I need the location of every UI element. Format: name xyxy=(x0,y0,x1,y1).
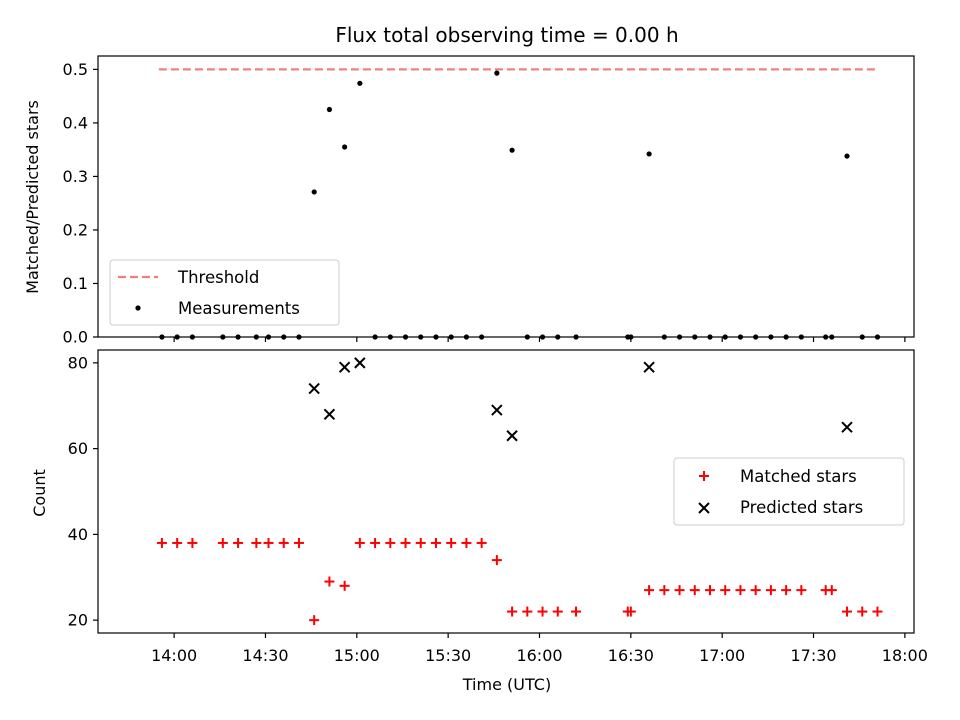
matched-star-point xyxy=(156,537,167,548)
chart-title: Flux total observing time = 0.00 h xyxy=(335,23,678,47)
matched-star-point xyxy=(354,537,365,548)
x-tick-label: 16:00 xyxy=(516,646,562,665)
matched-star-point xyxy=(187,537,198,548)
bottom-legend-box xyxy=(673,457,905,526)
top-plot-frame xyxy=(97,55,915,338)
matched-star-point xyxy=(674,585,685,596)
legend-threshold-label: Threshold xyxy=(177,268,259,287)
top-y-tick-label: 0.5 xyxy=(63,60,88,79)
predicted-star-point xyxy=(643,361,655,373)
predicted-star-point xyxy=(491,404,503,416)
matched-star-point xyxy=(552,606,563,617)
predicted-star-point xyxy=(323,408,336,421)
bottom-y-tick-label: 80 xyxy=(68,353,88,372)
legend-predicted-label: Predicted stars xyxy=(740,498,863,517)
measurement-point xyxy=(342,144,348,150)
matched-star-point xyxy=(720,585,731,596)
top-y-tick-label: 0.2 xyxy=(63,220,88,239)
matched-star-point xyxy=(644,585,655,596)
x-tick-label: 15:30 xyxy=(425,646,471,665)
top-panel: 0.0 0.1 0.2 0.3 0.4 0.5 Threshold Measurements xyxy=(63,55,915,347)
bottom-y-axis-label: Count xyxy=(30,469,49,517)
predicted-star-point xyxy=(338,361,351,373)
matched-star-point xyxy=(172,537,183,548)
matched-star-point xyxy=(324,576,335,587)
matched-star-point xyxy=(507,606,518,617)
top-y-tick-label: 0.3 xyxy=(63,167,88,186)
legend-matched-swatch xyxy=(699,471,709,481)
matched-star-point xyxy=(339,580,350,591)
x-tick-label: 18:00 xyxy=(882,646,928,665)
matched-star-point xyxy=(461,537,472,548)
matched-star-point xyxy=(217,537,228,548)
matched-star-point xyxy=(625,606,636,617)
measurement-point xyxy=(311,189,317,195)
matched-star-point xyxy=(293,537,304,548)
top-y-axis-label: Matched/Predicted stars xyxy=(23,100,42,294)
legend-predicted-swatch xyxy=(698,502,710,514)
measurement-point xyxy=(646,151,652,157)
measurement-point xyxy=(494,70,500,76)
matched-star-point xyxy=(476,537,487,548)
x-axis-label: Time (UTC) xyxy=(462,675,551,694)
measurement-point xyxy=(357,80,363,86)
matched-star-point xyxy=(415,537,426,548)
matched-star-point xyxy=(309,615,320,626)
legend-matched-label: Matched stars xyxy=(740,467,857,486)
x-tick-label: 14:30 xyxy=(242,646,288,665)
matched-star-point xyxy=(385,537,396,548)
predicted-star-point xyxy=(308,382,320,395)
measurement-point xyxy=(326,106,333,113)
matched-star-point xyxy=(796,585,807,596)
x-tick-label: 17:00 xyxy=(699,646,745,665)
predicted-star-point xyxy=(841,421,853,433)
predicted-star-point xyxy=(506,430,518,442)
matched-star-point xyxy=(735,585,746,596)
top-y-tick-label: 0.1 xyxy=(63,274,88,293)
matched-star-point xyxy=(522,606,533,617)
bottom-y-tick-label: 20 xyxy=(68,611,88,630)
measurement-point xyxy=(844,153,850,159)
matched-star-point xyxy=(826,585,837,596)
matched-star-point xyxy=(263,537,274,548)
matched-star-point xyxy=(750,585,761,596)
bottom-y-tick-label: 40 xyxy=(68,525,88,544)
bottom-panel: 20 40 60 80 14:00 14:30 15:00 15:30 16:00 16:30 17… xyxy=(68,349,928,665)
matched-star-point xyxy=(537,606,548,617)
legend-measurements-label: Measurements xyxy=(178,299,300,318)
matched-star-point xyxy=(689,585,700,596)
matched-star-point xyxy=(430,537,441,548)
matched-star-point xyxy=(765,585,776,596)
matched-star-point xyxy=(705,585,715,596)
legend-measurements-swatch xyxy=(135,305,141,311)
matched-star-point xyxy=(781,585,792,596)
predicted-star-point xyxy=(354,357,366,369)
measurement-point xyxy=(509,147,515,153)
matched-star-point xyxy=(233,537,244,548)
x-tick-label: 14:00 xyxy=(151,646,197,665)
matched-star-point xyxy=(446,537,457,548)
matched-star-point xyxy=(872,606,883,617)
top-y-tick-label: 0.0 xyxy=(63,328,88,347)
bottom-plot-frame xyxy=(97,349,915,634)
bottom-y-tick-label: 60 xyxy=(68,439,88,458)
matched-star-point xyxy=(491,555,502,566)
top-y-tick-label: 0.4 xyxy=(63,113,88,132)
top-legend-box xyxy=(109,259,340,326)
x-tick-label: 17:30 xyxy=(790,646,836,665)
matched-star-point xyxy=(400,537,411,548)
matched-star-point xyxy=(251,537,262,548)
matched-star-point xyxy=(370,537,381,548)
matched-star-point xyxy=(659,585,670,596)
matched-star-point xyxy=(842,606,853,617)
matched-star-point xyxy=(857,606,868,617)
x-tick-label: 15:00 xyxy=(334,646,380,665)
matched-star-point xyxy=(571,606,582,617)
matched-star-point xyxy=(278,537,289,548)
x-tick-label: 16:30 xyxy=(608,646,654,665)
